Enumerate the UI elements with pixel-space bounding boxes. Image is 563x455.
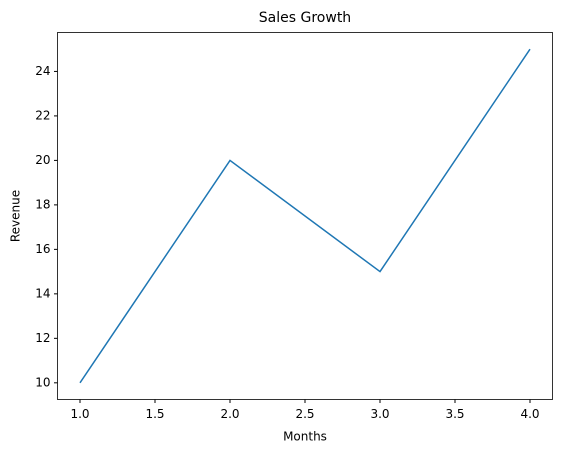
x-tick-label: 3.5 [445, 407, 464, 421]
x-tick-label: 4.0 [520, 407, 539, 421]
x-axis-label: Months [283, 430, 327, 444]
y-tick-label: 24 [35, 64, 50, 78]
plot-frame [57, 32, 553, 400]
line-series [79, 48, 531, 384]
x-tick-label: 1.0 [70, 407, 89, 421]
chart-title: Sales Growth [259, 10, 351, 26]
y-axis-label: Revenue [9, 190, 23, 242]
y-tick-label: 22 [35, 108, 50, 122]
x-tick-label: 2.5 [295, 407, 314, 421]
y-tick-label: 14 [35, 286, 50, 300]
x-tick-label: 3.0 [370, 407, 389, 421]
y-tick-label: 12 [35, 331, 50, 345]
y-tick-label: 18 [35, 197, 50, 211]
y-tick-label: 10 [35, 375, 50, 389]
x-tick-label: 1.5 [145, 407, 164, 421]
y-tick-label: 20 [35, 153, 50, 167]
x-tick-label: 2.0 [220, 407, 239, 421]
y-tick-label: 16 [35, 242, 50, 256]
